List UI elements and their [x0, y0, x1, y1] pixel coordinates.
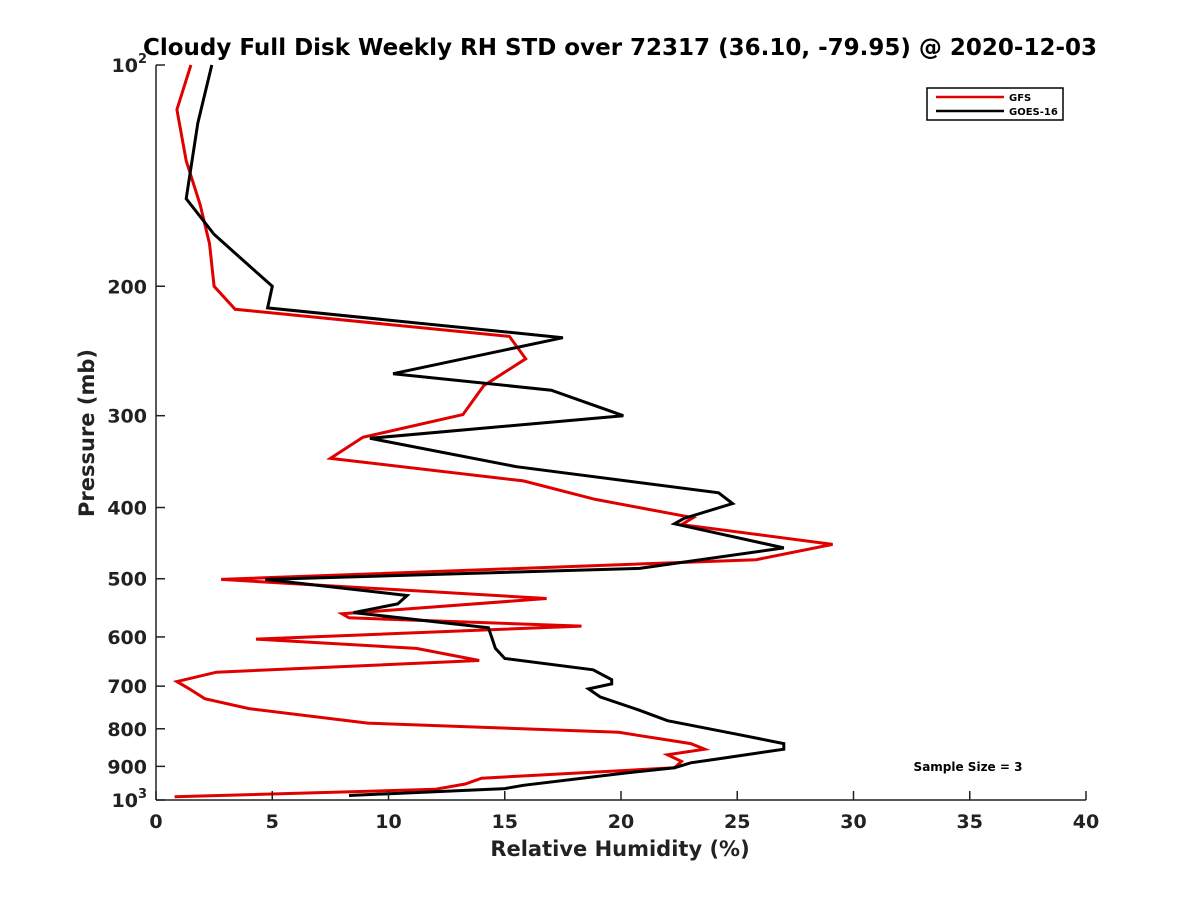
y-tick-label: 200: [107, 276, 147, 298]
legend: GFS GOES-16: [926, 87, 1064, 121]
sample-size-annotation: Sample Size = 3: [914, 760, 1023, 774]
x-tick-label: 0: [149, 811, 162, 833]
y-tick-label-exponent: 2: [138, 52, 147, 67]
y-tick-label: 600: [107, 627, 147, 649]
x-axis-label: Relative Humidity (%): [490, 837, 749, 861]
y-tick-label: 103: [112, 787, 148, 812]
y-tick-label: 800: [107, 719, 147, 741]
y-tick-label-base: 300: [107, 406, 147, 428]
y-tick-label-base: 400: [107, 498, 147, 520]
chart-title: Cloudy Full Disk Weekly RH STD over 7231…: [143, 35, 1097, 61]
x-tick-label: 30: [840, 811, 866, 833]
x-tick-label: 10: [375, 811, 401, 833]
x-tick-label: 5: [266, 811, 279, 833]
y-tick-label: 300: [107, 406, 147, 428]
y-tick-label: 900: [107, 756, 147, 778]
y-tick-label-base: 10: [112, 55, 138, 77]
y-tick-label-base: 10: [112, 790, 138, 812]
x-tick-label: 20: [608, 811, 634, 833]
y-tick-label-base: 900: [107, 756, 147, 778]
series-line-gfs: [172, 64, 833, 799]
x-tick-label: 15: [492, 811, 518, 833]
legend-box: [926, 87, 1064, 121]
y-axis-label: Pressure (mb): [75, 349, 99, 517]
y-tick-label-base: 700: [107, 676, 147, 698]
y-tick-label: 400: [107, 498, 147, 520]
y-tick-label-base: 800: [107, 719, 147, 741]
x-tick-label: 35: [957, 811, 983, 833]
series-line-goes-16: [184, 64, 786, 797]
legend-label: GOES-16: [1009, 107, 1058, 118]
y-tick-label: 500: [107, 569, 147, 591]
y-tick-label-base: 600: [107, 627, 147, 649]
y-tick-label: 700: [107, 676, 147, 698]
y-tick-label-base: 200: [107, 276, 147, 298]
y-tick-label-exponent: 3: [138, 787, 147, 802]
y-tick-label-base: 500: [107, 569, 147, 591]
legend-label: GFS: [1009, 93, 1031, 104]
x-tick-label: 40: [1073, 811, 1099, 833]
y-tick-label: 102: [112, 52, 148, 77]
x-tick-label: 25: [724, 811, 750, 833]
